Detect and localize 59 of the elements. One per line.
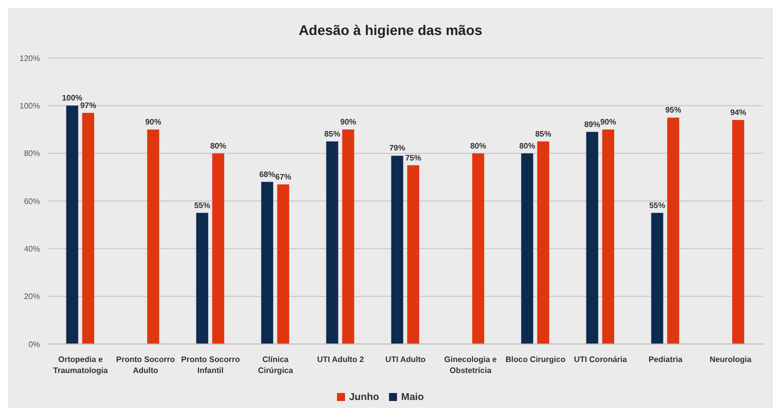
y-tick-label: 0% <box>28 340 40 349</box>
text: 100% <box>62 94 82 103</box>
text: 89% <box>584 120 600 129</box>
text: 68% <box>259 170 276 179</box>
x-tick-label: Neurologia <box>710 355 752 364</box>
y-tick-label: 100% <box>20 102 40 111</box>
bar <box>586 132 598 344</box>
x-tick-label: UTI Adulto 2 <box>317 355 364 364</box>
bar <box>407 165 420 344</box>
bar <box>82 112 94 344</box>
x-tick-label: UTI Adulto <box>385 355 426 364</box>
bar <box>391 156 404 344</box>
y-tick-label: 60% <box>24 196 40 206</box>
text: 55% <box>194 200 210 210</box>
bar <box>326 141 338 344</box>
x-tick-label: Ortopedia e Traumatologia <box>53 355 108 375</box>
x-tick-label: Ginecologia e Obstetrícia <box>444 355 498 375</box>
x-tick-label: UTI Coronária <box>574 355 628 364</box>
text: 90% <box>340 118 356 126</box>
y-tick-label: 40% <box>24 244 40 254</box>
x-tick-label: Pediatria <box>648 355 683 364</box>
bar <box>196 212 208 344</box>
bar <box>667 118 680 344</box>
text: 80% <box>210 141 226 150</box>
y-tick-label: 120% <box>20 54 40 63</box>
y-tick-label: 80% <box>24 149 40 158</box>
bar <box>732 120 744 344</box>
text: 75% <box>405 153 422 162</box>
y-tick-label: 20% <box>24 292 40 302</box>
chart-title: Adesão à higiene das mãos <box>298 21 484 40</box>
bar <box>537 141 550 344</box>
text: 90% <box>600 118 616 126</box>
legend-label: Maio <box>401 392 424 403</box>
text: 90% <box>145 118 162 126</box>
bar <box>66 106 78 344</box>
bar <box>342 130 354 344</box>
text: 55% <box>649 200 666 210</box>
text: 80% <box>470 141 486 150</box>
bar <box>277 184 290 344</box>
text: 80% <box>519 141 536 150</box>
x-tick-label: Pronto Socorro Infantil <box>181 355 240 375</box>
text: 67% <box>275 172 292 182</box>
legend-label: Junho <box>349 392 380 403</box>
text: 97% <box>80 100 96 110</box>
text: 94% <box>730 108 746 117</box>
text: 85% <box>535 129 552 138</box>
text: 95% <box>665 106 682 115</box>
text: 85% <box>324 129 340 138</box>
x-tick-label: Clínica Cirúrgica <box>258 355 294 375</box>
bar <box>472 153 484 344</box>
bar <box>602 130 614 344</box>
bar <box>147 130 160 344</box>
text: 79% <box>389 144 406 153</box>
bar <box>261 182 274 344</box>
x-tick-label: Bloco Cirurgico <box>505 355 566 364</box>
bar <box>521 153 534 344</box>
x-tick-label: Pronto Socorro Adulto <box>116 355 175 375</box>
bar <box>212 153 224 344</box>
bar <box>651 212 664 344</box>
